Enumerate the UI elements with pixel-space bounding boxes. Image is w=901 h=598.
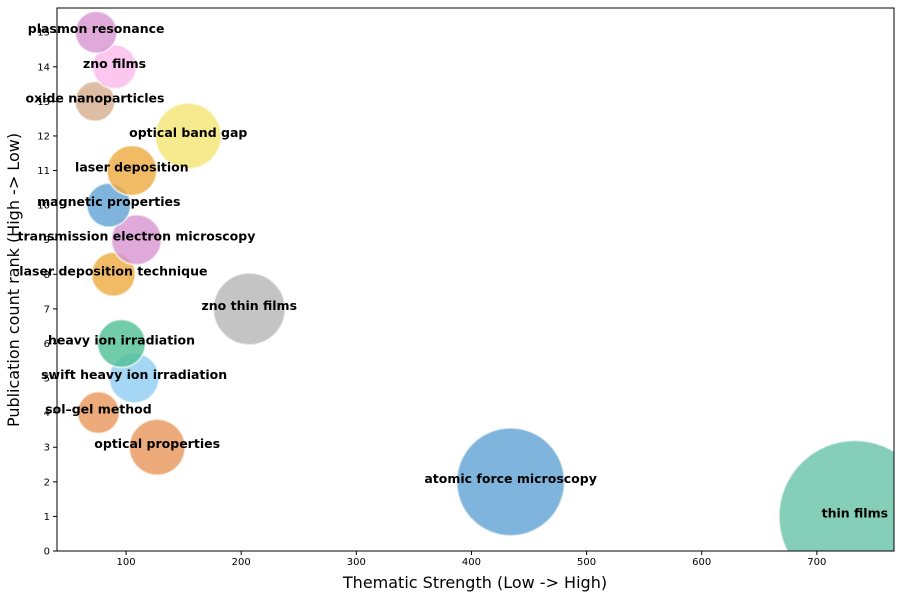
x-tick-label: 600 (692, 557, 711, 568)
bubble-zno-films (91, 43, 138, 90)
plot-frame (56, 7, 895, 552)
x-tick-label: 300 (347, 557, 366, 568)
bubble-zno-thin-films (212, 271, 287, 346)
bubble-atomic-force-microscopy (455, 426, 566, 537)
y-tick-label: 2 (44, 477, 50, 488)
bubble-label-zno-films: zno films (83, 56, 146, 71)
x-tick-label: 400 (462, 557, 481, 568)
y-tick-label: 6 (44, 339, 50, 350)
bubble-sol-gel-method (76, 390, 121, 435)
y-tick-label: 0 (44, 547, 50, 558)
y-tick-label: 5 (44, 374, 50, 385)
bubble-laser-deposition-technique (90, 251, 137, 298)
bubble-transmission-electron-microscopy (110, 213, 163, 266)
x-tick-label: 500 (577, 557, 596, 568)
y-tick-label: 1 (44, 512, 50, 523)
y-tick-label: 14 (37, 62, 50, 73)
bubble-label-plasmon-resonance: plasmon resonance (28, 21, 165, 36)
bubble-label-oxide-nanoparticles: oxide nanoparticles (26, 90, 165, 105)
x-tick-label: 700 (807, 557, 826, 568)
x-axis-label: Thematic Strength (Low -> High) (342, 573, 607, 592)
bubble-label-swift-heavy-ion-irradiation: swift heavy ion irradiation (41, 367, 227, 382)
bubbles-layer (73, 10, 894, 551)
bubble-label-laser-deposition: laser deposition (75, 160, 189, 175)
bubble-oxide-nanoparticles (73, 80, 116, 123)
bubble-label-optical-band-gap: optical band gap (129, 125, 247, 140)
bubble-optical-band-gap (154, 101, 223, 170)
bubble-labels-layer: thin films atomic force microscopy optical… (18, 21, 889, 520)
y-tick-label: 4 (44, 408, 50, 419)
bubble-label-optical-properties: optical properties (94, 436, 220, 451)
bubble-magnetic-properties (85, 182, 132, 229)
x-tick-label: 100 (117, 557, 136, 568)
bubble-label-heavy-ion-irradiation: heavy ion irradiation (48, 332, 195, 347)
bubble-label-laser-deposition-technique: laser deposition technique (19, 263, 207, 278)
bubble-label-atomic-force-microscopy: atomic force microscopy (424, 471, 597, 486)
bubble-plasmon-resonance (74, 10, 119, 55)
y-tick-label: 7 (44, 304, 50, 315)
x-axis-ticks: 100 200 300 400 500 600 700 (117, 551, 826, 568)
bubble-label-transmission-electron-microscopy: transmission electron microscopy (18, 229, 256, 244)
y-tick-label: 11 (37, 166, 50, 177)
y-tick-label: 15 (37, 28, 50, 39)
bubble-optical-properties (128, 418, 187, 477)
y-tick-label: 13 (37, 97, 50, 108)
bubble-label-zno-thin-films: zno thin films (201, 298, 297, 313)
y-tick-label: 9 (44, 235, 50, 246)
bubble-laser-deposition (105, 144, 158, 197)
bubble-heavy-ion-irradiation (96, 318, 147, 369)
bubble-label-sol-gel-method: sol–gel method (45, 402, 152, 417)
x-tick-label: 200 (232, 557, 251, 568)
y-axis-label: Publication count rank (High -> Low) (4, 133, 23, 427)
bubble-label-magnetic-properties: magnetic properties (37, 194, 180, 209)
y-tick-label: 8 (44, 270, 50, 281)
bubble-label-thin-films: thin films (822, 505, 888, 520)
bubble-thin-films (777, 439, 894, 551)
y-tick-label: 10 (37, 201, 50, 212)
y-tick-label: 3 (44, 443, 50, 454)
y-tick-label: 12 (37, 131, 50, 142)
